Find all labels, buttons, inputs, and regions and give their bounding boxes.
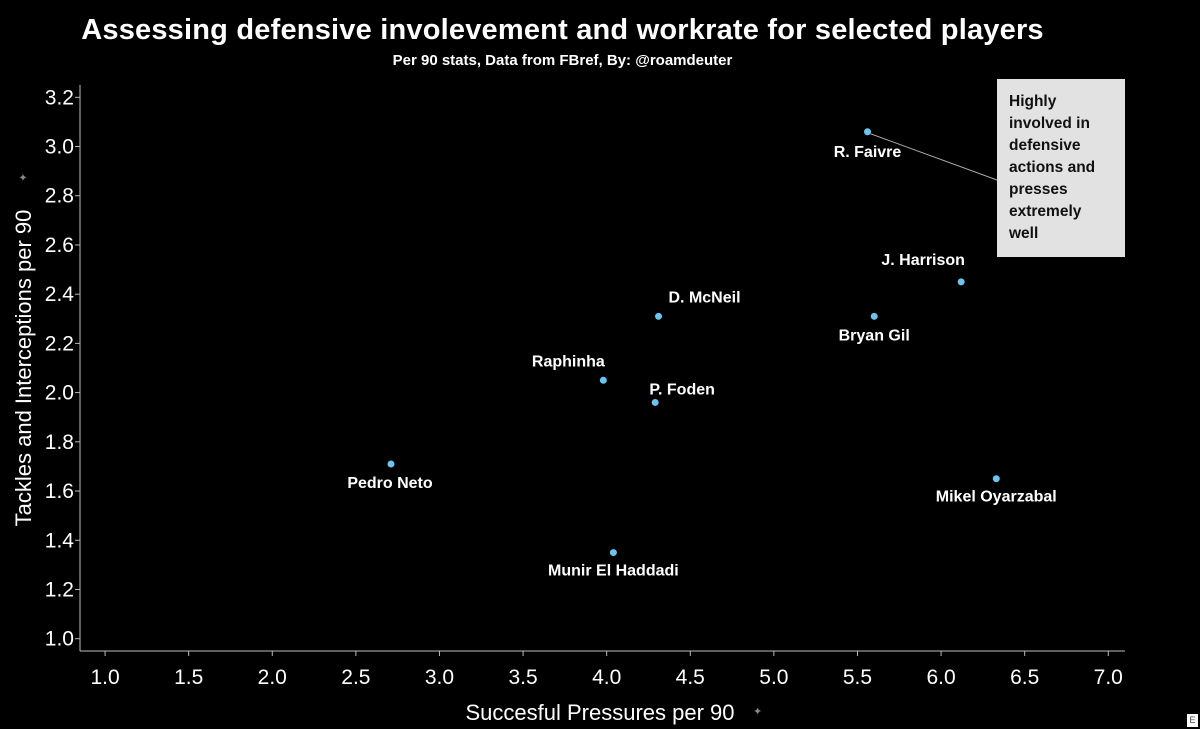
annotation-connector <box>870 133 998 181</box>
y-tick-label: 1.0 <box>45 628 74 651</box>
point-label: P. Foden <box>649 381 715 398</box>
x-tick-label: 1.5 <box>174 666 203 689</box>
point-label: J. Harrison <box>881 252 965 269</box>
point-label: Bryan Gil <box>839 327 910 344</box>
x-tick-label: 3.5 <box>508 666 537 689</box>
y-tick-label: 2.2 <box>45 332 74 355</box>
point-label: Raphinha <box>532 353 605 370</box>
y-tick-label: 1.2 <box>45 578 74 601</box>
x-tick-label: 2.0 <box>258 666 287 689</box>
x-tick-label: 5.5 <box>843 666 872 689</box>
y-tick-label: 2.4 <box>45 283 75 306</box>
y-tick-label: 2.6 <box>45 234 74 257</box>
y-axis-title: Tackles and Interceptions per 90 <box>11 210 36 527</box>
x-tick-label: 1.0 <box>90 666 119 689</box>
data-point[interactable] <box>609 549 617 557</box>
data-point[interactable] <box>599 376 607 384</box>
x-tick-label: 2.5 <box>341 666 370 689</box>
data-point[interactable] <box>870 312 878 320</box>
y-tick-label: 2.0 <box>45 382 74 405</box>
x-tick-label: 4.0 <box>592 666 621 689</box>
data-point[interactable] <box>655 312 663 320</box>
y-tick-label: 2.8 <box>45 185 74 208</box>
x-tick-label: 6.5 <box>1010 666 1039 689</box>
y-tick-label: 1.8 <box>45 431 74 454</box>
corner-icon: E <box>1187 714 1198 727</box>
y-tick-label: 3.2 <box>45 86 74 109</box>
chart-subtitle: Per 90 stats, Data from FBref, By: @roam… <box>392 52 733 69</box>
x-tick-label: 6.0 <box>926 666 955 689</box>
x-axis-title: Succesful Pressures per 90 <box>465 700 734 725</box>
point-label: Pedro Neto <box>347 475 433 492</box>
point-label: Munir El Haddadi <box>548 563 679 580</box>
point-label: D. McNeil <box>669 289 741 306</box>
data-point[interactable] <box>992 475 1000 483</box>
data-point[interactable] <box>651 398 659 406</box>
x-axis-pin-icon: ✦ <box>753 705 762 718</box>
annotation-box: Highly involved in defensive actions and… <box>997 79 1125 257</box>
data-point[interactable] <box>387 460 395 468</box>
x-tick-label: 7.0 <box>1094 666 1123 689</box>
y-tick-label: 1.4 <box>45 529 75 552</box>
y-tick-label: 1.6 <box>45 480 74 503</box>
x-tick-label: 5.0 <box>759 666 788 689</box>
y-tick-label: 3.0 <box>45 136 74 159</box>
data-point[interactable] <box>957 278 965 286</box>
point-label: Mikel Oyarzabal <box>936 489 1057 506</box>
y-axis-pin-icon: ✦ <box>17 173 30 182</box>
chart-title: Assessing defensive involevement and wor… <box>81 14 1044 46</box>
point-label: R. Faivre <box>834 144 902 161</box>
x-tick-label: 4.5 <box>676 666 705 689</box>
data-point[interactable] <box>864 128 872 136</box>
x-tick-label: 3.0 <box>425 666 454 689</box>
